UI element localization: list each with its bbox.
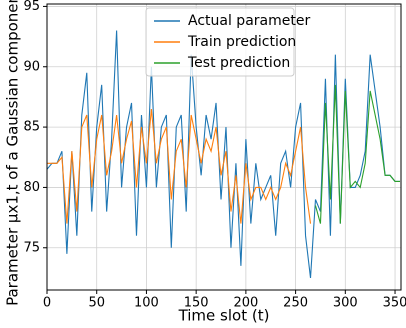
y-axis-label: Parameter μx1,t of a Gaussian component: [4, 0, 22, 306]
x-tick-label: 0: [43, 296, 51, 311]
plot-frame: [46, 3, 402, 291]
legend: Actual parameter Train prediction Test pre…: [145, 7, 310, 77]
x-tick-label: 250: [283, 296, 308, 311]
y-tick-label: 80: [23, 180, 40, 195]
x-axis-label: Time slot (t): [178, 307, 270, 325]
legend-label: Actual parameter: [188, 13, 310, 29]
legend-label: Test prediction: [187, 55, 290, 71]
series-line: [47, 108, 312, 224]
x-tick-label: 150: [184, 296, 209, 311]
y-tick-label: 95: [23, 0, 40, 14]
x-tick-label: 350: [383, 296, 406, 311]
legend-label: Train prediction: [187, 34, 296, 50]
x-tick-label: 50: [88, 296, 105, 311]
x-tick-label: 200: [233, 296, 258, 311]
y-tick-label: 85: [23, 120, 40, 135]
y-tick-label: 75: [23, 240, 40, 255]
legend-box: [145, 7, 295, 77]
series-line: [314, 84, 401, 224]
x-tick-label: 300: [333, 296, 358, 311]
x-tick-label: 100: [134, 296, 159, 311]
y-tick-label: 90: [23, 59, 40, 74]
